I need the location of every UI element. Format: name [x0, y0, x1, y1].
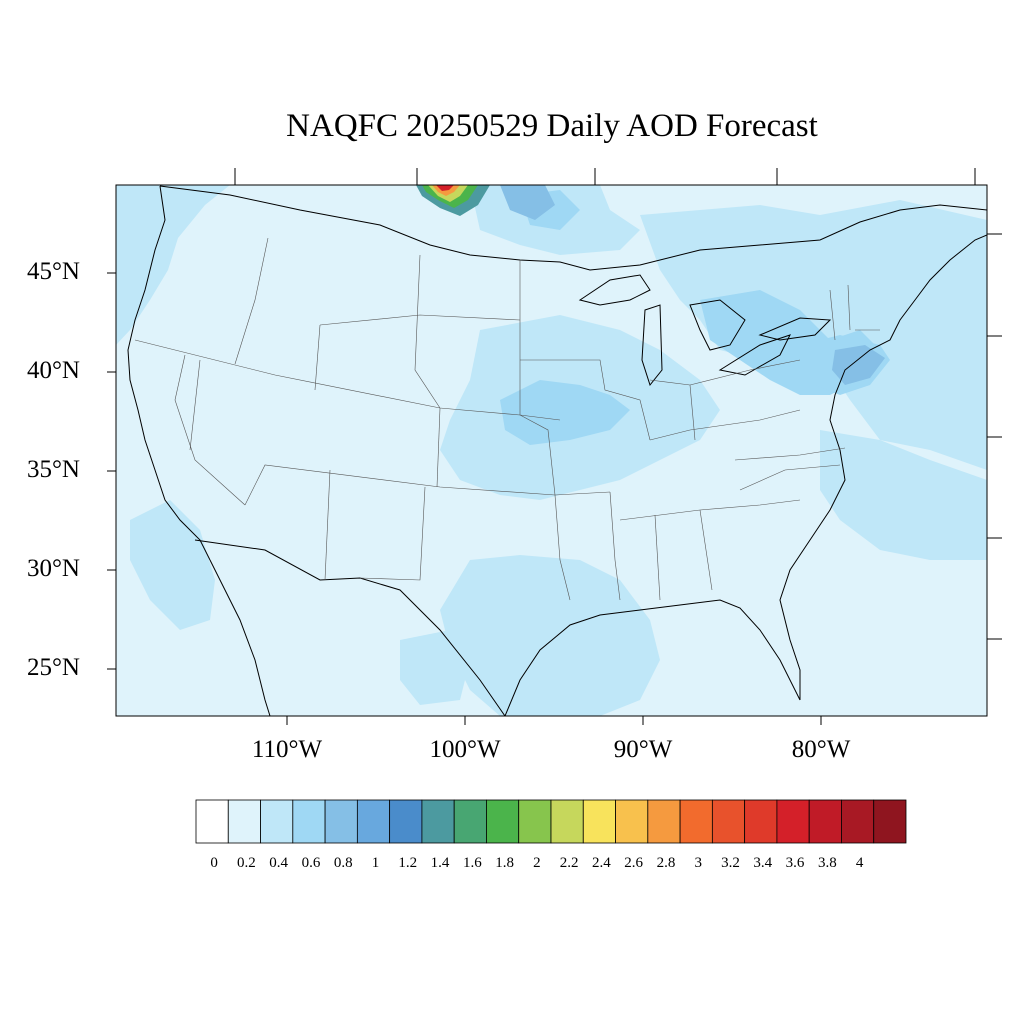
colorbar-tick-label: 0.2 [237, 855, 256, 871]
lon-label-90w: 90°W [613, 736, 673, 763]
colorbar-swatch [711, 799, 746, 844]
colorbar-tick-label: 1.8 [495, 855, 514, 871]
country-boundaries [127, 185, 987, 716]
lat-label-45: 45°N [26, 258, 80, 285]
colorbar-tick-label: 2 [533, 855, 541, 871]
colorbar [195, 799, 907, 844]
colorbar-tick-label: 1.2 [398, 855, 418, 871]
colorbar-swatch [679, 799, 713, 844]
colorbar-swatch [260, 799, 294, 844]
colorbar-swatch [518, 799, 552, 844]
colorbar-swatch [486, 799, 520, 844]
colorbar-swatch [550, 799, 584, 844]
colorbar-swatch [647, 799, 681, 844]
lon-label-80w: 80°W [791, 736, 851, 763]
lon-label-100w: 100°W [429, 736, 501, 763]
colorbar-swatch [841, 799, 875, 844]
lat-label-40: 40°N [26, 357, 80, 384]
colorbar-tick-label: 0.4 [269, 855, 289, 871]
lat-label-30: 30°N [26, 555, 80, 582]
map-title: NAQFC 20250529 Daily AOD Forecast [286, 108, 818, 144]
colorbar-swatch [292, 799, 326, 844]
colorbar-tick-label: 1.6 [462, 855, 482, 871]
colorbar-tick-label: 3.2 [721, 855, 740, 871]
colorbar-tick-label: 1 [371, 855, 380, 871]
colorbar-tick-label: 0.6 [301, 855, 321, 871]
aod-contours-high [500, 185, 885, 385]
map-plot-area [116, 185, 987, 716]
colorbar-tick-label: 2.8 [656, 855, 676, 871]
map-frame [115, 184, 988, 717]
colorbar-tick-label: 0 [210, 855, 218, 871]
colorbar-swatch [873, 799, 907, 844]
colorbar-swatch [389, 799, 423, 844]
colorbar-tick-label: 4 [855, 855, 864, 871]
colorbar-swatch [453, 799, 487, 844]
colorbar-tick-label: 0.8 [333, 855, 353, 871]
smoke-plume [416, 185, 490, 216]
lat-label-25: 25°N [26, 654, 80, 681]
colorbar-swatch [227, 799, 261, 844]
colorbar-tick-label: 3.6 [785, 855, 805, 871]
colorbar-swatch [421, 799, 455, 844]
colorbar-swatch [744, 799, 778, 844]
colorbar-tick-label: 1.4 [430, 855, 450, 871]
colorbar-swatch [808, 799, 842, 844]
colorbar-swatch [195, 799, 229, 844]
colorbar-swatch [324, 799, 358, 844]
colorbar-swatch [776, 799, 810, 844]
state-boundaries [134, 237, 880, 601]
map-ticks [107, 168, 1002, 725]
colorbar-swatch [582, 799, 616, 844]
colorbar-tick-label: 3.4 [753, 855, 773, 871]
colorbar-tick-label: 3 [694, 855, 702, 871]
lat-label-35: 35°N [26, 456, 80, 483]
colorbar-tick-label: 3.8 [817, 855, 837, 871]
colorbar-swatch [356, 799, 391, 844]
colorbar-tick-label: 2.2 [559, 855, 579, 871]
colorbar-tick-label: 2.4 [592, 855, 611, 871]
colorbar-swatch [615, 799, 649, 844]
lon-label-110w: 110°W [251, 736, 323, 763]
colorbar-tick-label: 2.6 [624, 855, 644, 871]
